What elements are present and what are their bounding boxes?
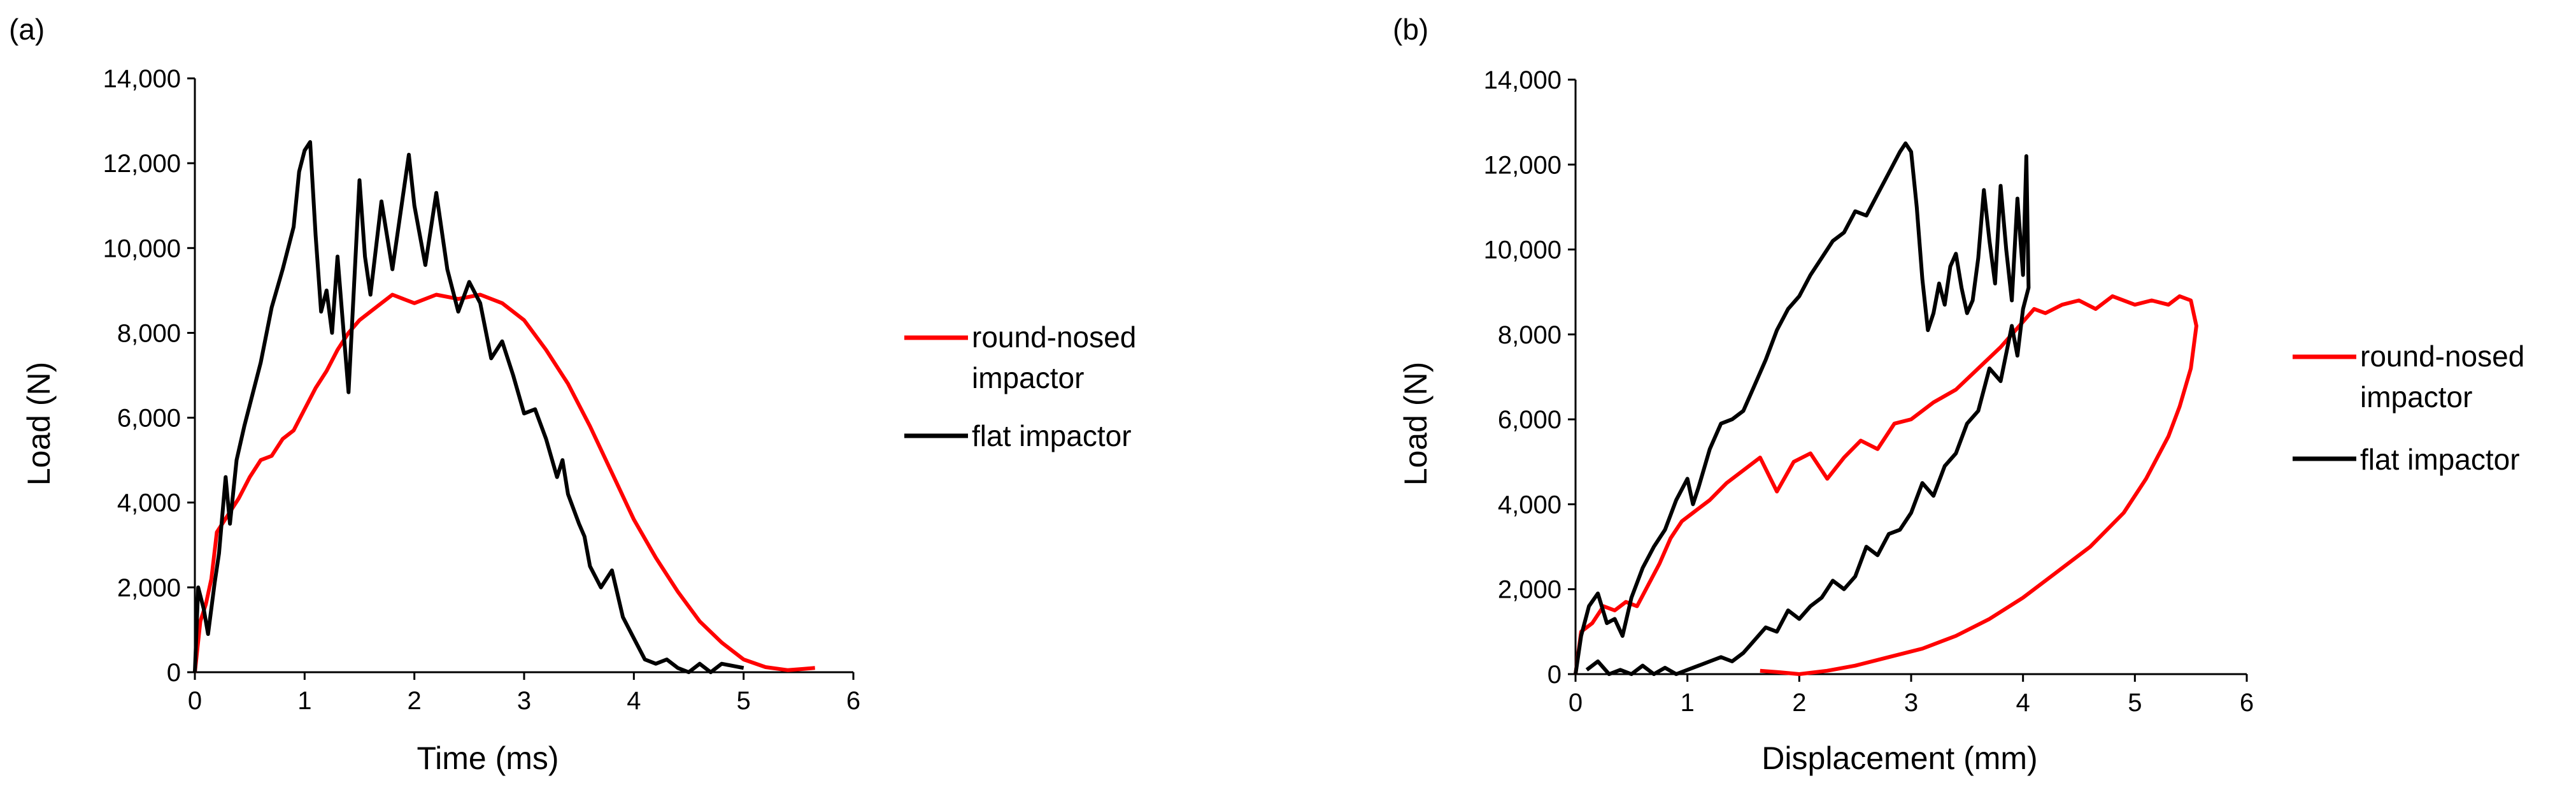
y-tick-label-a: 4,000: [117, 489, 181, 517]
panel-label-b: (b): [1393, 13, 1428, 46]
x-tick-label-a: 6: [846, 687, 860, 715]
series-lines-a: [193, 140, 815, 674]
series-line-round-nosed-impactor-b: [1574, 294, 2198, 676]
y-tick-label-b: 8,000: [1498, 321, 1562, 349]
tick-labels-a: 0 2,000 4,000 6,000 8,000 10,000 12,000 14,000 0…: [103, 65, 860, 715]
y-tick-label-a: 8,000: [117, 319, 181, 347]
x-tick-label-a: 5: [737, 687, 751, 715]
legend-label-flat-a: flat impactor: [972, 419, 1132, 452]
x-axis-title-b: Displacement (mm): [1761, 740, 2037, 776]
x-tick-label-a: 2: [408, 687, 422, 715]
x-tick-label-a: 0: [188, 687, 202, 715]
y-tick-label-a: 0: [167, 659, 181, 687]
y-tick-label-b: 14,000: [1484, 66, 1562, 94]
y-tick-label-b: 10,000: [1484, 236, 1562, 264]
y-tick-label-b: 6,000: [1498, 406, 1562, 434]
x-tick-label-a: 3: [517, 687, 531, 715]
legend-label-round-a-line2: impactor: [972, 361, 1084, 394]
series-line-flat-impactor-b: [1574, 141, 2031, 676]
x-tick-label-b: 4: [2016, 689, 2030, 717]
x-axis-title-a: Time (ms): [416, 740, 559, 776]
y-axis-title-b: Load (N): [1398, 362, 1434, 486]
y-tick-label-a: 14,000: [103, 65, 181, 93]
series-line-round-nosed-impactor-a: [193, 292, 815, 673]
axes-b: [1568, 78, 2248, 682]
x-tick-label-a: 1: [297, 687, 311, 715]
legend-label-round-a: round-nosed: [972, 320, 1136, 354]
legend-label-round-b: round-nosed: [2360, 340, 2524, 373]
chart-panel-a: (a) Load (N) Time (ms) 0 2,000 4,000 6,000 8…: [9, 13, 1136, 776]
x-tick-label-a: 4: [627, 687, 641, 715]
y-axis-title-a: Load (N): [21, 362, 57, 486]
x-tick-label-b: 3: [1904, 689, 1918, 717]
y-tick-label-a: 10,000: [103, 234, 181, 263]
legend-label-round-b-line2: impactor: [2360, 380, 2472, 414]
y-tick-label-b: 0: [1548, 661, 1562, 689]
y-tick-label-a: 6,000: [117, 405, 181, 433]
series-line-flat-impactor-a: [193, 140, 744, 674]
x-tick-label-b: 2: [1792, 689, 1806, 717]
x-tick-label-b: 1: [1681, 689, 1695, 717]
legend-b: round-nosed impactor flat impactor: [2293, 340, 2524, 476]
y-tick-label-a: 2,000: [117, 574, 181, 602]
y-tick-label-b: 4,000: [1498, 491, 1562, 519]
axes-a: [187, 77, 855, 680]
x-tick-label-b: 5: [2128, 689, 2142, 717]
y-tick-label-a: 12,000: [103, 150, 181, 178]
legend-label-flat-b: flat impactor: [2360, 443, 2520, 476]
tick-labels-b: 0 2,000 4,000 6,000 8,000 10,000 12,000 14,000 0…: [1484, 66, 2254, 717]
x-tick-label-b: 0: [1569, 689, 1583, 717]
series-lines-b: [1574, 141, 2198, 676]
y-tick-label-b: 2,000: [1498, 576, 1562, 604]
x-tick-label-b: 6: [2240, 689, 2254, 717]
legend-a: round-nosed impactor flat impactor: [904, 320, 1136, 452]
panel-label-a: (a): [9, 13, 45, 46]
chart-panel-b: (b) Load (N) Displacement (mm) 0 2,000 4,0…: [1393, 13, 2524, 776]
y-tick-label-b: 12,000: [1484, 151, 1562, 179]
